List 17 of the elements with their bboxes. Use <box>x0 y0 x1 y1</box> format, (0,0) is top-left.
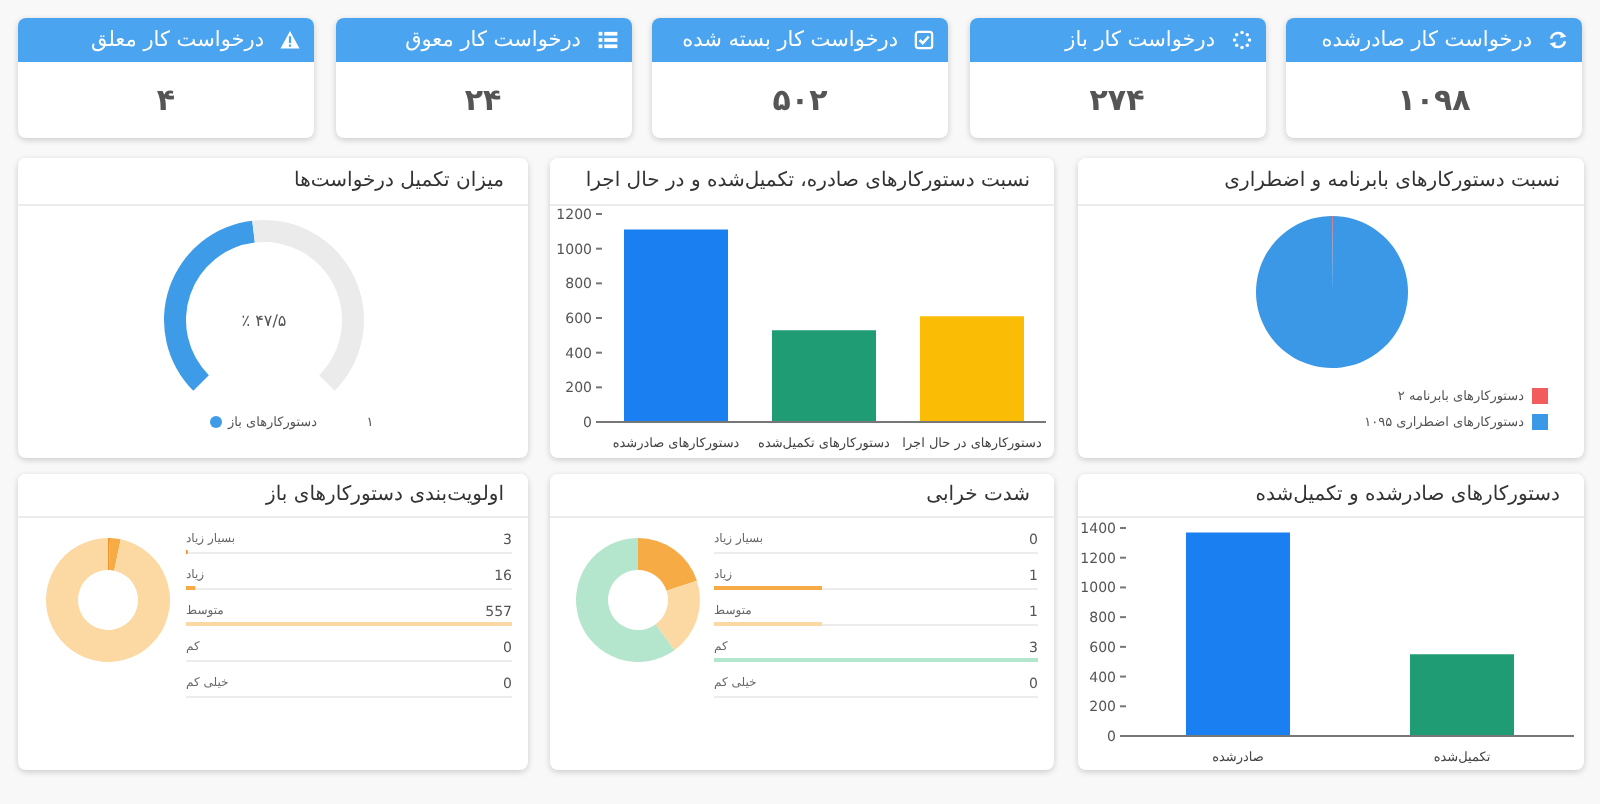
text: ۲۴ <box>464 82 502 118</box>
chart-title: نسبت دستورکارهای صادره، تکمیل‌شده و در حال اجرا <box>585 168 1030 196</box>
text: ۲۷۴ <box>1089 82 1145 118</box>
text: درخواست کار صادرشده <box>1321 26 1532 56</box>
text: ۴ <box>156 82 176 118</box>
chart-title: میزان تکمیل درخواست‌ها <box>294 168 504 196</box>
text: درخواست کار معلق <box>90 26 264 56</box>
text: درخواست کار معوق <box>405 26 581 56</box>
text: درخواست کار بسته شده <box>682 26 898 56</box>
text: ۱۰۹۸ <box>1397 82 1471 118</box>
chart-title: شدت خرابی <box>926 482 1030 510</box>
chart-title: نسبت دستورکارهای بابرنامه و اضطراری <box>1224 168 1560 196</box>
chart-title: دستورکارهای صادرشده و تکمیل‌شده <box>1255 482 1560 510</box>
text: ۵۰۲ <box>772 82 828 118</box>
text: درخواست کار باز <box>1065 26 1215 56</box>
chart-title: اولویت‌بندی دستورکارهای باز <box>266 482 504 510</box>
text: ٪ ۴۷/۵ <box>239 312 289 332</box>
